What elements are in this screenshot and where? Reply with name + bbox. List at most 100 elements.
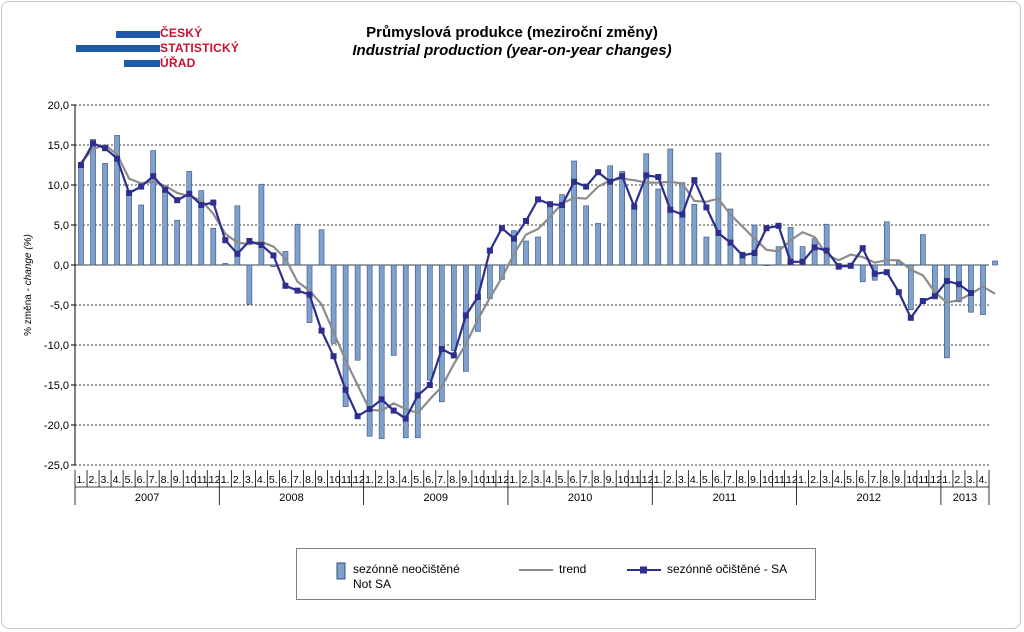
sa-point <box>438 346 445 352</box>
x-axis: 1. 2. 3. 4. 5. 6. 7. 8. 9. 10.11.12.1. 2. 3. 4. 5. 6. 7… <box>74 470 990 505</box>
bar-not-sa <box>414 264 421 439</box>
legend-sa-label: sezónně očištěné - SA <box>667 562 788 576</box>
x-tick-label: 8. <box>305 474 314 486</box>
czso-logo: ČESKÝ STATISTICKÝ ÚŘAD <box>76 27 276 75</box>
sa-point <box>679 211 686 218</box>
bar-not-sa <box>90 139 96 266</box>
x-tick-label: 1. <box>654 474 663 486</box>
x-tick-label: 4. <box>978 474 987 486</box>
sa-point <box>943 278 950 284</box>
sa-point <box>510 235 517 242</box>
y-axis-label: % změna - change (%) <box>23 234 34 336</box>
sa-point <box>222 237 229 244</box>
x-tick-label: 10. <box>618 474 633 486</box>
x-tick-label: 11. <box>341 474 355 486</box>
x-tick-label: 3. <box>534 474 543 486</box>
bar-not-sa <box>859 264 866 283</box>
sa-point <box>210 199 217 206</box>
year-label: 2007 <box>135 492 159 504</box>
x-tick-label: 5. <box>125 474 134 486</box>
x-tick-label: 5. <box>846 474 855 486</box>
sa-point <box>763 225 770 232</box>
bar-not-sa <box>980 264 986 315</box>
sa-point <box>811 244 818 251</box>
x-tick-label: 4. <box>113 474 122 486</box>
x-tick-label: 1. <box>221 474 230 486</box>
sa-point <box>799 258 806 265</box>
sa-point <box>643 172 650 179</box>
bar-not-sa <box>402 264 409 439</box>
sa-point <box>258 242 265 248</box>
x-tick-label: 7. <box>726 474 735 486</box>
sa-point <box>655 174 662 180</box>
sa-point <box>498 225 505 232</box>
bar-not-sa <box>595 223 601 266</box>
sa-point <box>474 294 481 300</box>
x-tick-label: 7. <box>293 474 302 486</box>
sa-point <box>354 413 361 420</box>
x-tick-label: 8. <box>449 474 458 486</box>
bar-not-sa <box>186 171 193 266</box>
sa-point <box>607 178 614 185</box>
bar-not-sa <box>451 264 457 351</box>
x-tick-label: 1. <box>365 474 374 486</box>
bar-not-sa <box>426 264 433 381</box>
x-tick-label: 4. <box>690 474 699 486</box>
bar-not-sa <box>210 227 217 266</box>
sa-point <box>162 186 169 193</box>
y-tick-label: -10,0 <box>44 340 69 352</box>
sa-point <box>426 382 433 388</box>
sa-point <box>571 178 578 185</box>
x-tick-label: 12. <box>642 474 657 486</box>
bar-not-sa <box>607 165 613 266</box>
y-tick-label: 10,0 <box>48 180 69 192</box>
x-tick-label: 3. <box>389 474 398 486</box>
x-tick-label: 4. <box>401 474 410 486</box>
sa-point <box>234 250 241 257</box>
sa-point <box>414 392 421 399</box>
year-label: 2011 <box>713 492 737 504</box>
x-tick-label: 1. <box>77 474 86 486</box>
bar-not-sa <box>523 240 529 266</box>
x-tick-label: 12. <box>930 474 945 486</box>
x-tick-label: 10. <box>473 474 488 486</box>
sa-line-group <box>78 140 974 422</box>
bar-not-sa <box>198 190 205 266</box>
sa-point <box>90 140 97 147</box>
sa-point <box>138 183 145 190</box>
bar-not-sa <box>715 152 722 266</box>
x-tick-label: 2. <box>954 474 963 486</box>
bar-not-sa <box>679 182 686 266</box>
bar-not-sa <box>222 263 229 266</box>
sa-point <box>895 289 902 296</box>
bar-not-sa <box>920 234 926 266</box>
x-tick-label: 10. <box>762 474 777 486</box>
y-tick-label: 20,0 <box>48 100 69 112</box>
sa-point <box>78 162 85 168</box>
sa-point <box>667 206 674 213</box>
x-tick-label: 8. <box>594 474 603 486</box>
year-label: 2009 <box>424 492 448 504</box>
bar-not-sa <box>655 188 662 266</box>
x-tick-label: 10. <box>185 474 200 486</box>
bar-not-sa <box>318 229 325 266</box>
y-tick-label: -5,0 <box>50 300 69 312</box>
x-tick-label: 12. <box>497 474 512 486</box>
sa-point <box>330 353 337 360</box>
bars-not-sa <box>78 135 998 439</box>
bar-not-sa <box>342 264 349 407</box>
y-axis-label-cz: % změna - <box>23 285 34 336</box>
sa-point <box>150 173 157 180</box>
bar-not-sa <box>162 187 169 266</box>
x-tick-label: 11. <box>485 474 499 486</box>
sa-point <box>919 298 926 304</box>
gridlines <box>74 104 989 466</box>
sa-point <box>366 406 373 412</box>
sa-point <box>486 247 493 254</box>
sa-point <box>823 247 830 254</box>
bar-not-sa <box>438 264 445 403</box>
sa-point <box>270 252 277 259</box>
x-tick-label: 1. <box>509 474 518 486</box>
